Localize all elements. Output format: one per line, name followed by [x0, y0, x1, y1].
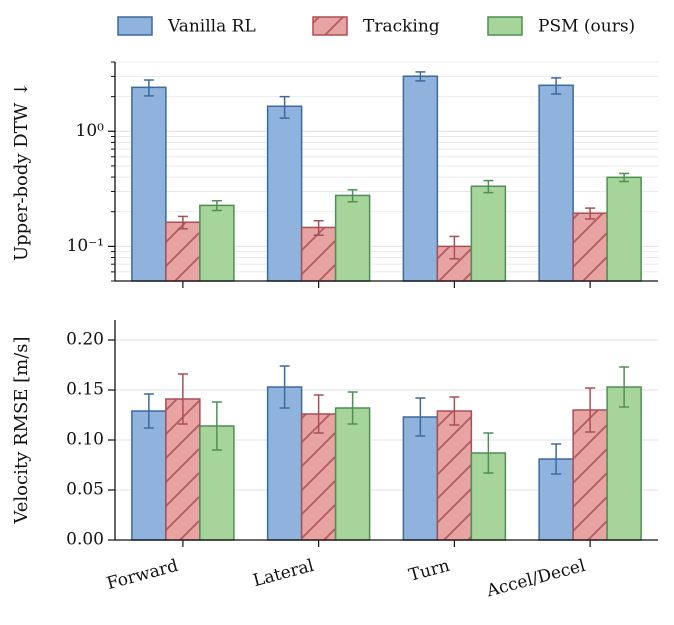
y-tick-label: 0.10 — [66, 430, 104, 450]
error-bar — [449, 396, 460, 426]
y-tick-label: 10⁻¹ — [67, 236, 104, 256]
bar — [606, 176, 642, 282]
y-axis-label: Upper-body DTW ↓ — [11, 82, 32, 261]
bar-hatch — [301, 414, 336, 540]
bar-hatch — [301, 227, 336, 281]
bar — [131, 86, 167, 282]
error-bar — [211, 401, 222, 451]
x-tick-label: Lateral — [251, 556, 316, 591]
bar — [266, 105, 303, 282]
legend-label: Tracking — [363, 17, 440, 37]
error-bar — [585, 207, 596, 220]
y-tick-label: 0.05 — [66, 480, 104, 500]
error-bar — [143, 79, 154, 97]
bar-hatch — [165, 222, 200, 281]
bar — [402, 75, 439, 282]
legend: Vanilla RL Tracking PSM (ours) — [117, 16, 635, 37]
y-tick-label: 0.00 — [66, 530, 104, 550]
legend-hatch — [313, 17, 347, 35]
bar-hatch — [573, 213, 608, 281]
error-bar — [551, 77, 562, 95]
bar — [402, 416, 439, 541]
x-tick-label: Forward — [105, 556, 181, 594]
bar — [266, 386, 303, 541]
y-tick-label: 0.15 — [66, 380, 104, 400]
legend-swatch — [487, 16, 523, 36]
error-bar — [347, 391, 358, 425]
error-bar — [313, 219, 324, 236]
bar — [538, 84, 574, 282]
error-bar — [143, 393, 154, 429]
error-bar — [415, 397, 426, 437]
error-bar — [347, 189, 358, 203]
error-bar — [619, 366, 630, 408]
bar — [334, 194, 371, 282]
error-bar — [177, 373, 188, 425]
error-bar — [313, 394, 324, 434]
error-bar — [483, 179, 494, 194]
legend-swatch — [117, 16, 153, 36]
bar — [199, 204, 235, 282]
bar — [606, 386, 642, 541]
error-bar — [177, 215, 188, 230]
bar — [470, 452, 507, 541]
error-bar — [585, 387, 596, 433]
legend-label: PSM (ours) — [538, 17, 635, 37]
error-bar — [619, 172, 630, 183]
bar — [131, 410, 167, 541]
bar-hatch — [437, 411, 472, 540]
error-bar — [551, 443, 562, 475]
y-axis-label: Velocity RMSE [m/s] — [11, 336, 32, 524]
error-bar — [279, 365, 290, 409]
y-tick-label: 0.20 — [66, 330, 104, 350]
error-bar — [415, 71, 426, 82]
error-bar — [211, 200, 222, 212]
legend-label: Vanilla RL — [167, 17, 256, 37]
y-tick-label: 10⁰ — [76, 121, 105, 141]
error-bar — [483, 432, 494, 474]
error-bar — [449, 235, 460, 260]
error-bar — [279, 95, 290, 119]
bar — [470, 185, 507, 282]
x-tick-label: Accel/Decel — [484, 556, 588, 602]
x-tick-label: Turn — [407, 556, 452, 586]
bar — [334, 407, 371, 541]
